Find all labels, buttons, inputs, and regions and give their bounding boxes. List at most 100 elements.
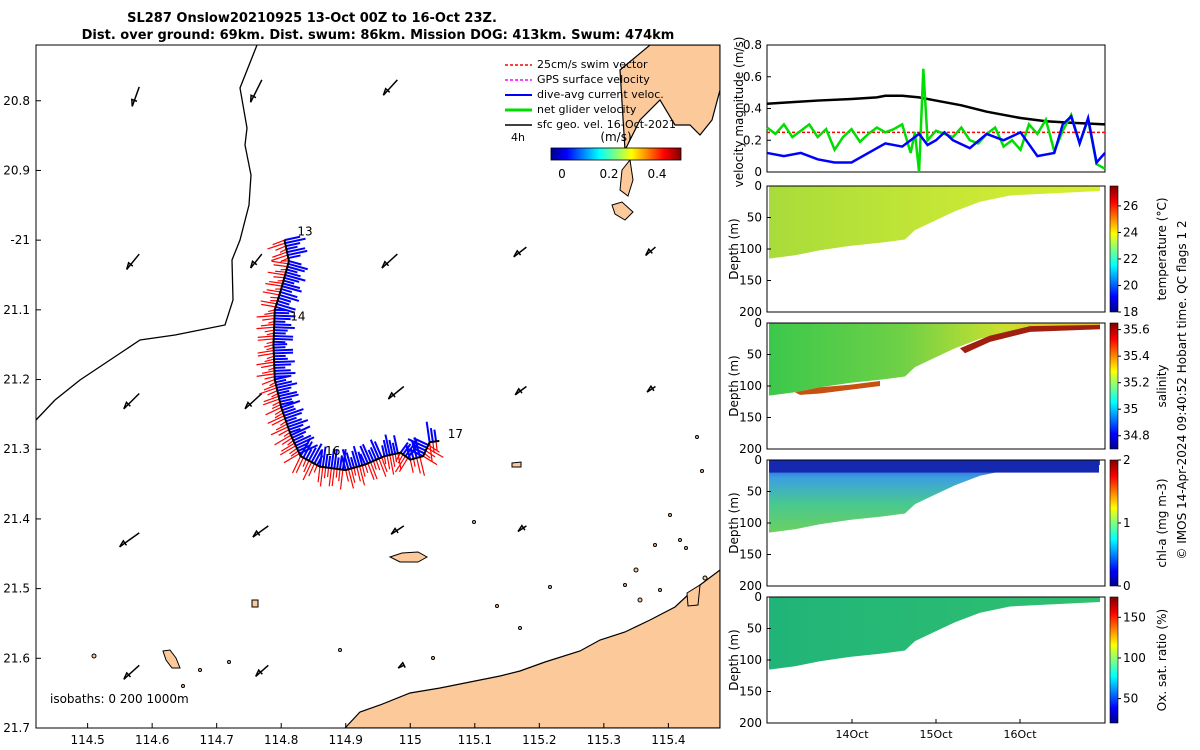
copyright-note: © IMOS 14-Apr-2024 09:40:52 Hobart time.… — [1175, 220, 1189, 559]
current-vector — [279, 398, 293, 403]
geo-vector-head — [249, 260, 258, 269]
map-ytick-label: 20.8 — [3, 94, 30, 108]
current-vector — [273, 348, 294, 352]
swim-vector — [313, 464, 318, 473]
swim-vector — [347, 469, 355, 489]
swim-vector — [335, 468, 338, 478]
glider-track — [272, 239, 440, 472]
current-vector — [307, 447, 317, 462]
geo-vector-head — [125, 261, 134, 270]
swim-vector — [257, 335, 274, 338]
swim-vector — [266, 332, 275, 336]
salinity-ytick-label: 150 — [739, 411, 762, 425]
swim-vector — [266, 341, 274, 345]
swim-vector — [272, 239, 285, 246]
map-xtick-label: 114.7 — [199, 733, 233, 747]
salinity-cbar-label: 35.6 — [1123, 323, 1150, 337]
map-panel: 13 14 16 17 114.5 114.6 114.7 114.8 114.9 115 115… — [3, 44, 721, 747]
swim-vector — [273, 264, 288, 268]
temperature-ytick-label: 200 — [739, 305, 762, 319]
geo-vector-head — [249, 94, 257, 103]
swim-vector — [372, 460, 377, 470]
temperature-section-fill — [769, 186, 1100, 259]
swim-vector — [429, 442, 433, 462]
legend-swim: 25cm/s swim vector — [537, 58, 648, 71]
map-ytick-label: 21.3 — [3, 442, 30, 456]
current-vector — [321, 446, 327, 468]
geo-vector-head — [390, 527, 399, 535]
geo-vector-head — [382, 87, 391, 96]
swim-vector — [261, 378, 275, 386]
current-vector — [282, 282, 301, 290]
current-vector — [274, 317, 291, 321]
swim-vector — [308, 463, 315, 477]
swim-vector — [267, 242, 286, 250]
map-xtick-label: 115.3 — [587, 733, 621, 747]
oxygen-ytick-label: 150 — [739, 685, 762, 699]
swim-vector — [267, 390, 278, 396]
geo-vector-head — [131, 98, 138, 107]
swim-vector — [262, 398, 280, 406]
swim-vector — [409, 459, 414, 473]
salinity-cbar-title: salinity — [1155, 364, 1169, 407]
current-vector — [284, 411, 303, 420]
velocity-ytick-label: 0 — [754, 165, 762, 179]
map-y-axis: 20.8 20.9 -21 21.1 21.2 21.3 21.4 21.5 21.6 21.7 — [3, 94, 41, 735]
current-vector — [274, 360, 295, 364]
velocity-panel: 0 0.2 0.4 0.6 0.8 velocity magnitude (m/s) — [732, 37, 1106, 187]
oxygen-cbar-label: 150 — [1123, 610, 1146, 624]
current-vector — [291, 430, 307, 439]
swim-vector — [323, 467, 327, 479]
salinity-section-fill — [769, 323, 1100, 396]
salinity-colorbar — [1109, 322, 1119, 450]
swim-vector — [271, 404, 281, 410]
chart-title-line2: Dist. over ground: 69km. Dist. swum: 86k… — [82, 28, 675, 43]
velocity-series-line — [766, 94, 1106, 126]
swim-vector — [345, 469, 350, 482]
current-vector — [369, 447, 378, 461]
current-vector — [273, 329, 288, 332]
map-xtick-label: 114.9 — [329, 733, 363, 747]
section-xtick-label: 14Oct — [835, 728, 869, 741]
land-peninsula-northeast — [619, 45, 720, 153]
map-ytick-label: 20.9 — [3, 163, 30, 177]
legend-gps: GPS surface velocity — [537, 73, 650, 86]
salinity-cbar-label: 34.8 — [1123, 429, 1150, 443]
current-vector — [281, 285, 302, 293]
land-islets — [91, 435, 708, 688]
current-vector — [290, 425, 311, 437]
swim-vector — [356, 466, 361, 482]
swim-vector — [353, 467, 357, 476]
current-vector — [283, 408, 304, 417]
current-vector — [382, 439, 389, 456]
current-vector — [413, 447, 425, 455]
swim-vector — [412, 458, 416, 467]
current-vector — [286, 418, 303, 426]
geo-velocity-vectors — [119, 79, 656, 680]
current-vector — [336, 457, 340, 470]
swim-vector — [257, 349, 274, 354]
map-legend: 25cm/s swim vector GPS surface velocity … — [505, 58, 682, 181]
chla-ytick-label: 100 — [739, 516, 762, 530]
current-vector — [283, 279, 295, 285]
current-vector — [286, 245, 298, 251]
current-vector — [302, 441, 313, 459]
land-island-small1 — [251, 599, 259, 608]
swim-vector — [395, 452, 402, 462]
oxygen-ytick-label: 50 — [747, 622, 762, 636]
oxygen-colorbar — [1109, 596, 1119, 724]
salinity-ytick-label: 200 — [739, 442, 762, 456]
current-vector — [282, 407, 296, 414]
swim-vector — [303, 460, 310, 473]
swim-vector — [271, 418, 286, 426]
swim-vector — [283, 432, 291, 438]
geo-vector-head — [255, 668, 263, 677]
current-vector — [345, 452, 353, 469]
swim-vector — [262, 291, 280, 296]
swim-vector — [268, 367, 275, 371]
temperature-ylabel: Depth (m) — [727, 218, 741, 279]
current-vector — [373, 441, 383, 458]
swim-vector — [397, 454, 404, 464]
map-ytick-label: 21.6 — [3, 651, 30, 665]
colorbar-tick-2: 0.4 — [647, 167, 666, 181]
